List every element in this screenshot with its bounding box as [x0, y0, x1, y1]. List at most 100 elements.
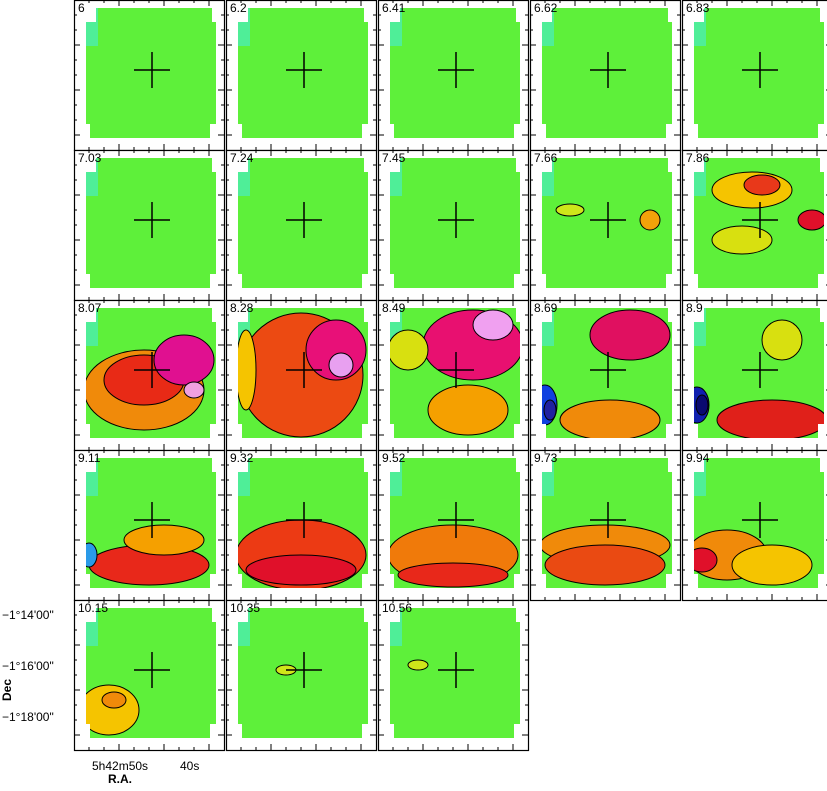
velocity-label: 10.35 — [230, 601, 260, 615]
panel: 9.11 — [74, 450, 225, 601]
map-base — [236, 606, 370, 740]
map — [388, 606, 522, 740]
velocity-label: 6.83 — [686, 1, 710, 15]
panel: 10.35 — [226, 600, 377, 751]
panel: 7.66 — [530, 150, 681, 301]
map-base — [388, 606, 522, 740]
map-base — [84, 6, 218, 140]
map — [533, 306, 674, 440]
panel: 6.2 — [226, 0, 377, 151]
map — [236, 456, 370, 590]
velocity-label: 7.86 — [686, 151, 710, 165]
panel: 9.32 — [226, 450, 377, 601]
panel: 8.28 — [226, 300, 377, 451]
ra-tick: 5h42m50s — [92, 759, 148, 773]
panel: 8.49 — [378, 300, 529, 451]
map-base — [540, 6, 674, 140]
emission — [544, 400, 556, 420]
emission — [762, 320, 802, 360]
ra-tick: 40s — [180, 759, 199, 773]
velocity-label: 9.32 — [230, 451, 254, 465]
panel: 9.52 — [378, 450, 529, 601]
emission — [696, 395, 708, 415]
velocity-label: 8.07 — [78, 301, 102, 315]
map — [388, 156, 522, 290]
velocity-label: 8.28 — [230, 301, 254, 315]
map-base — [388, 6, 522, 140]
map — [84, 6, 218, 140]
velocity-label: 9.73 — [534, 451, 558, 465]
emission — [732, 545, 812, 585]
panel: 8.9 — [682, 300, 827, 451]
dec-tick: −1°16'00" — [2, 659, 54, 673]
emission — [428, 385, 508, 435]
panel: 7.86 — [682, 150, 827, 301]
panel: 6.83 — [682, 0, 827, 151]
emission — [473, 310, 513, 340]
panel: 6.62 — [530, 0, 681, 151]
map — [692, 6, 826, 140]
panel: 8.69 — [530, 300, 681, 451]
velocity-label: 6.41 — [382, 1, 406, 15]
panel: 7.24 — [226, 150, 377, 301]
emission — [744, 175, 780, 195]
map-base — [236, 156, 370, 290]
velocity-label: 9.11 — [78, 451, 101, 465]
emission — [329, 353, 353, 377]
map — [79, 606, 218, 740]
map-base — [388, 156, 522, 290]
map — [685, 306, 827, 440]
map — [236, 156, 370, 290]
map-base — [236, 6, 370, 140]
velocity-label: 10.56 — [382, 601, 412, 615]
emission — [236, 330, 256, 410]
emission — [102, 692, 126, 708]
map-base — [692, 6, 826, 140]
emission — [590, 310, 670, 360]
velocity-label: 10.15 — [78, 601, 108, 615]
dec-tick: −1°18'00" — [2, 710, 54, 724]
velocity-label: 7.45 — [382, 151, 406, 165]
map — [84, 306, 218, 440]
velocity-label: 8.49 — [382, 301, 406, 315]
velocity-label: 9.52 — [382, 451, 406, 465]
map — [388, 456, 522, 590]
emission — [717, 400, 827, 440]
emission — [560, 400, 660, 440]
velocity-label: 6.62 — [534, 1, 558, 15]
ra-label: R.A. — [108, 772, 132, 786]
emission — [712, 226, 772, 254]
map — [388, 6, 522, 140]
emission — [184, 382, 204, 398]
emission — [388, 330, 428, 370]
emission — [545, 545, 665, 585]
map-base — [84, 156, 218, 290]
velocity-label: 8.9 — [686, 301, 703, 315]
velocity-label: 8.69 — [534, 301, 558, 315]
emission — [798, 210, 826, 230]
velocity-label: 7.24 — [230, 151, 254, 165]
map — [236, 6, 370, 140]
panel: 8.07 — [74, 300, 225, 451]
emission — [246, 555, 356, 585]
map — [540, 456, 674, 590]
emission — [398, 563, 508, 587]
map — [687, 456, 826, 590]
map — [236, 306, 370, 440]
velocity-label: 7.66 — [534, 151, 558, 165]
panel: 9.73 — [530, 450, 681, 601]
map — [692, 156, 826, 290]
emission — [154, 335, 214, 385]
velocity-label: 6.2 — [230, 1, 247, 15]
map — [236, 606, 370, 740]
map — [540, 6, 674, 140]
panel: 7.45 — [378, 150, 529, 301]
panel: 10.15 — [74, 600, 225, 751]
panel: 10.56 — [378, 600, 529, 751]
map — [84, 156, 218, 290]
emission — [124, 525, 204, 555]
emission — [640, 210, 660, 230]
velocity-label: 7.03 — [78, 151, 102, 165]
panel: 7.03 — [74, 150, 225, 301]
